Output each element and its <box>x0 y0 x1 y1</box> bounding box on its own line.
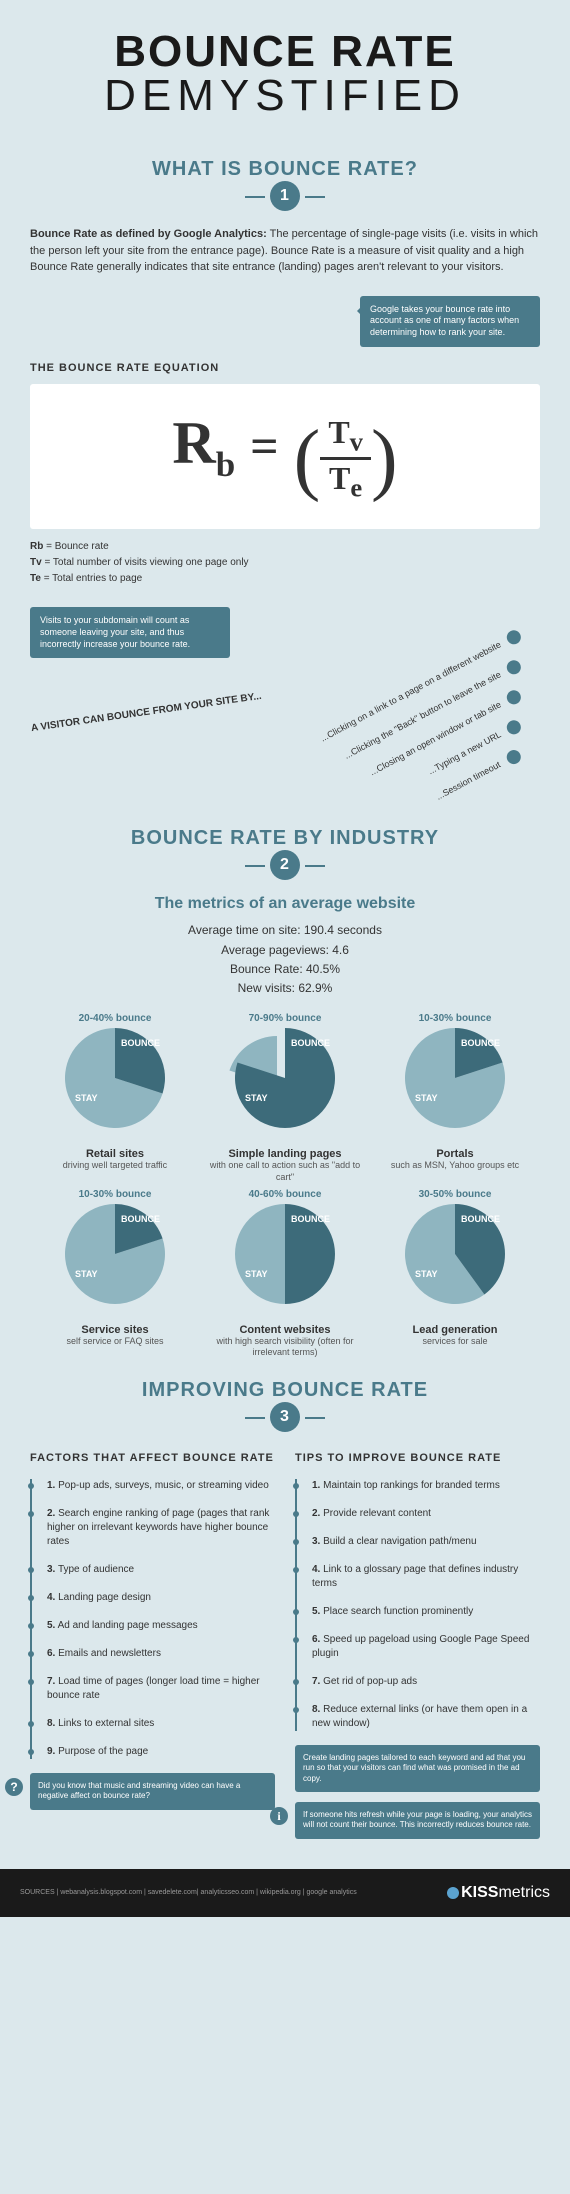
pie-item: 40-60% bounce BOUNCE STAY Content websit… <box>205 1194 365 1359</box>
section2-title: BOUNCE RATE BY INDUSTRY 2 <box>0 827 570 880</box>
pie-item: 20-40% bounce BOUNCE STAY Retail sites d… <box>35 1018 195 1183</box>
tips-column: TIPS TO IMPROVE BOUNCE RATE 1. Maintain … <box>295 1452 540 1839</box>
list-item: 7. Get rid of pop-up ads <box>312 1675 540 1689</box>
list-item: 7. Load time of pages (longer load time … <box>47 1675 275 1703</box>
list-item: 4. Landing page design <box>47 1591 275 1605</box>
equation-label: THE BOUNCE RATE EQUATION <box>30 362 540 374</box>
pie-item: 10-30% bounce BOUNCE STAY Portals such a… <box>375 1018 535 1183</box>
list-item: 5. Place search function prominently <box>312 1605 540 1619</box>
industry-pies: 20-40% bounce BOUNCE STAY Retail sites d… <box>30 1018 540 1359</box>
main-title: BOUNCE RATE <box>20 30 550 74</box>
footer: SOURCES | webanalysis.blogspot.com | sav… <box>0 1869 570 1917</box>
list-item: 8. Links to external sites <box>47 1717 275 1731</box>
bounce-equation: Rb=(TvTe) <box>30 384 540 530</box>
list-item: 9. Purpose of the page <box>47 1745 275 1759</box>
list-item: 5. Ad and landing page messages <box>47 1619 275 1633</box>
visitor-label: A VISITOR CAN BOUNCE FROM YOUR SITE BY..… <box>30 691 262 734</box>
pie-item: 70-90% bounce BOUNCE STAY Simple landing… <box>205 1018 365 1183</box>
list-item: 4. Link to a glossary page that defines … <box>312 1563 540 1591</box>
average-metrics: The metrics of an average website Averag… <box>30 895 540 998</box>
tips-tip1: Create landing pages tailored to each ke… <box>295 1745 540 1792</box>
intro-text: Bounce Rate as defined by Google Analyti… <box>30 226 540 276</box>
pie-item: 30-50% bounce BOUNCE STAY Lead generatio… <box>375 1194 535 1359</box>
list-item: 3. Build a clear navigation path/menu <box>312 1535 540 1549</box>
tips-tip2: If someone hits refresh while your page … <box>295 1802 540 1839</box>
list-item: 1. Maintain top rankings for branded ter… <box>312 1479 540 1493</box>
section1-title: WHAT IS BOUNCE RATE? 1 <box>0 158 570 211</box>
kissmetrics-logo: KISSmetrics <box>447 1884 550 1902</box>
list-item: 6. Emails and newsletters <box>47 1647 275 1661</box>
factors-column: FACTORS THAT AFFECT BOUNCE RATE 1. Pop-u… <box>30 1452 275 1839</box>
callout-subdomain: Visits to your subdomain will count as s… <box>30 607 230 658</box>
improve-columns: FACTORS THAT AFFECT BOUNCE RATE 1. Pop-u… <box>30 1452 540 1839</box>
equation-legend: Rb = Bounce rateTv = Total number of vis… <box>30 539 540 587</box>
factors-tip: Did you know that music and streaming vi… <box>30 1773 275 1810</box>
section1-badge: 1 <box>270 181 300 211</box>
header: BOUNCE RATE DEMYSTIFIED <box>0 0 570 138</box>
bounce-way: ...Clicking on a link to a page on a dif… <box>318 628 523 746</box>
list-item: 1. Pop-up ads, surveys, music, or stream… <box>47 1479 275 1493</box>
bounce-ways-diagram: Visits to your subdomain will count as s… <box>30 607 540 807</box>
list-item: 6. Speed up pageload using Google Page S… <box>312 1633 540 1661</box>
sources-text: SOURCES | webanalysis.blogspot.com | sav… <box>20 1889 357 1896</box>
list-item: 8. Reduce external links (or have them o… <box>312 1703 540 1731</box>
pie-item: 10-30% bounce BOUNCE STAY Service sites … <box>35 1194 195 1359</box>
section3-title: IMPROVING BOUNCE RATE 3 <box>0 1379 570 1432</box>
list-item: 2. Provide relevant content <box>312 1507 540 1521</box>
list-item: 3. Type of audience <box>47 1563 275 1577</box>
section3-badge: 3 <box>270 1402 300 1432</box>
section2-badge: 2 <box>270 850 300 880</box>
list-item: 2. Search engine ranking of page (pages … <box>47 1507 275 1549</box>
main-subtitle: DEMYSTIFIED <box>20 74 550 118</box>
callout-google-rank: Google takes your bounce rate into accou… <box>360 296 540 347</box>
